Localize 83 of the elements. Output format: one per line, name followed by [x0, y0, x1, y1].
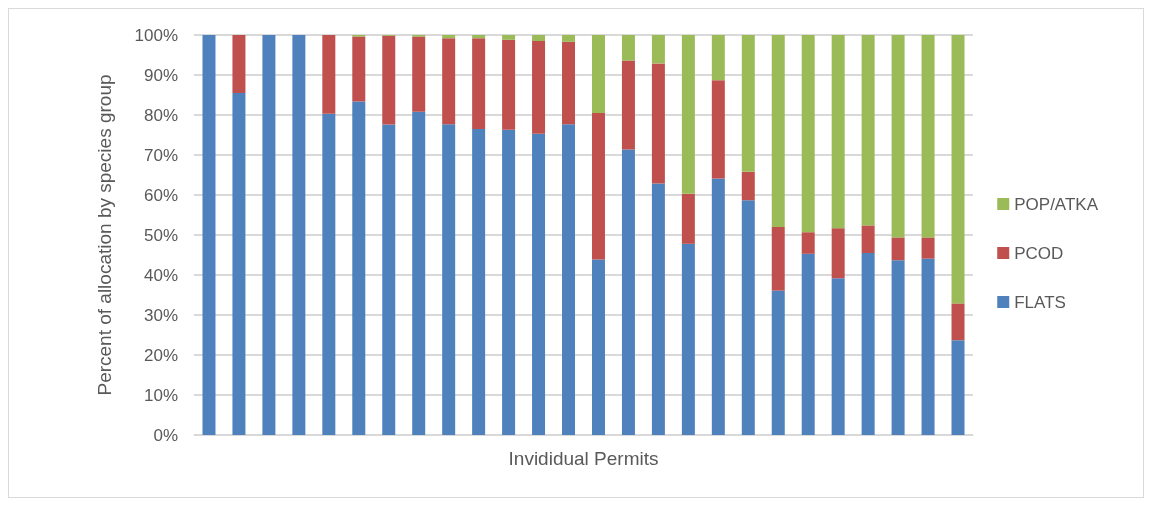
bar: [621, 149, 635, 435]
bar: [711, 35, 725, 81]
bar: [382, 35, 396, 125]
bar: [502, 129, 516, 435]
bar: [562, 35, 576, 42]
bar: [591, 113, 605, 260]
bar: [562, 41, 576, 125]
bar: [562, 124, 576, 435]
bar: [382, 124, 396, 435]
bar: [472, 35, 486, 39]
bar: [951, 35, 965, 304]
bar: [861, 253, 875, 435]
bar: [771, 290, 785, 435]
bar: [891, 260, 905, 435]
bar: [292, 35, 306, 435]
bar: [741, 171, 755, 201]
y-axis-title: Percent of allocation by species group: [94, 74, 115, 396]
bar: [801, 35, 815, 233]
bar: [741, 35, 755, 172]
y-tick-label: 80%: [143, 105, 178, 125]
x-axis-title: Invididual Permits: [508, 448, 659, 469]
bar: [891, 35, 905, 238]
bar: [711, 178, 725, 435]
bar: [472, 129, 486, 435]
bar: [951, 303, 965, 341]
bar: [651, 35, 665, 64]
y-tick-label: 30%: [143, 305, 178, 325]
bar: [801, 232, 815, 254]
bar: [232, 93, 246, 435]
y-tick-label: 10%: [143, 385, 178, 405]
bar: [202, 35, 216, 435]
bar: [442, 124, 456, 435]
bar: [472, 38, 486, 129]
bar: [262, 35, 276, 435]
legend-label: FLATS: [1014, 292, 1066, 312]
bar: [621, 60, 635, 150]
y-tick-label: 0%: [153, 425, 178, 445]
bar: [352, 36, 366, 102]
bar: [322, 113, 336, 435]
bar: [801, 253, 815, 435]
bar: [951, 340, 965, 435]
bar: [532, 133, 546, 435]
bar: [532, 41, 546, 134]
bar: [771, 35, 785, 227]
legend-label: PCOD: [1014, 243, 1064, 263]
bar: [921, 35, 935, 238]
bar: [681, 35, 695, 194]
bar: [861, 35, 875, 226]
bar: [502, 39, 516, 130]
bar: [412, 111, 426, 435]
bar: [352, 101, 366, 435]
bar: [681, 243, 695, 435]
y-tick-label: 100%: [134, 25, 178, 45]
y-tick-label: 40%: [143, 265, 178, 285]
bar: [591, 259, 605, 435]
bar: [921, 237, 935, 259]
bar: [442, 38, 456, 125]
bar: [831, 228, 845, 279]
bar: [831, 278, 845, 435]
bar: [771, 227, 785, 291]
bar: [412, 36, 426, 112]
bar: [891, 237, 905, 261]
bar: [502, 35, 516, 40]
bar: [711, 80, 725, 179]
bar: [651, 63, 665, 184]
bar: [591, 35, 605, 113]
bar: [831, 35, 845, 229]
bar: [741, 200, 755, 435]
bar: [322, 35, 336, 114]
bar: [442, 35, 456, 39]
bar: [651, 183, 665, 435]
bar: [621, 35, 635, 61]
bar: [921, 258, 935, 435]
bar: [532, 35, 546, 41]
y-tick-label: 90%: [143, 65, 178, 85]
y-tick-label: 50%: [143, 225, 178, 245]
legend-label: POP/ATKA: [1014, 194, 1099, 214]
y-tick-label: 60%: [143, 185, 178, 205]
bar: [861, 225, 875, 253]
y-tick-label: 20%: [143, 345, 178, 365]
bar: [232, 35, 246, 93]
bar: [681, 193, 695, 244]
y-tick-label: 70%: [143, 145, 178, 165]
